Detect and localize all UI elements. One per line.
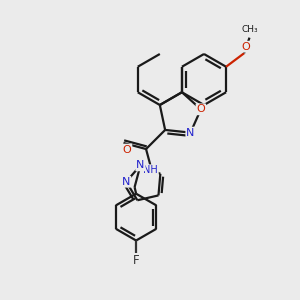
Text: F: F (133, 254, 140, 267)
Text: CH₃: CH₃ (241, 25, 258, 34)
Text: N: N (186, 128, 195, 138)
Text: O: O (242, 42, 250, 52)
Text: NH: NH (143, 165, 158, 175)
Text: N: N (122, 177, 130, 187)
Text: O: O (123, 145, 131, 154)
Text: O: O (196, 104, 205, 114)
Text: N: N (136, 160, 145, 170)
